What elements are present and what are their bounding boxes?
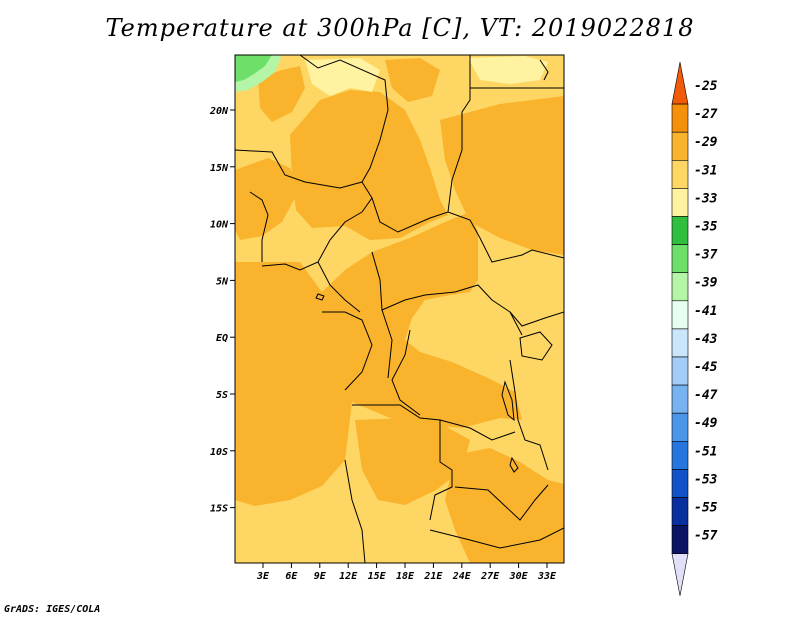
colorbar-label: -27 (694, 107, 718, 122)
lon-tick-label: 24E (452, 571, 472, 582)
lat-tick-label: 20N (209, 106, 229, 117)
map-panel (235, 55, 564, 563)
lat-tick-label: 15N (210, 163, 229, 174)
temp-field-green (235, 55, 282, 92)
colorbar-label: -47 (694, 388, 718, 403)
lat-tick-label: 5S (216, 390, 228, 401)
colorbar-segment (671, 160, 689, 189)
colorbar-segment (671, 300, 689, 330)
lakes (315, 293, 553, 473)
colorbar-label: -39 (694, 276, 718, 291)
colorbar-label: -45 (694, 360, 718, 375)
colorbar-top-arrow (671, 61, 689, 105)
colorbar-legend: -25 -27 -29 -31 -33 -35 -37 -39 -41 -43 -45 -47 -49 -… (671, 61, 718, 596)
colorbar-label: -51 (694, 444, 717, 459)
colorbar-label: -43 (694, 332, 718, 347)
lon-tick-label: 27E (480, 571, 500, 582)
chart-title: Temperature at 300hPa [C], VT: 201902281… (105, 14, 695, 42)
longitude-axis: 3E 6E 9E 12E 15E 18E 21E 24E 27E 30E 33E (256, 563, 557, 582)
colorbar-bottom-arrow (671, 553, 689, 596)
latitude-axis: 20N 15N 10N 5N EQ 5S 10S 15S (209, 106, 235, 515)
temp-field-orange (235, 58, 564, 563)
colorbar-label: -49 (694, 416, 718, 431)
colorbar-segment (671, 412, 689, 442)
colorbar-label: -55 (694, 501, 718, 516)
map-frame (234, 54, 565, 564)
colorbar-segment (671, 356, 689, 386)
colorbar-segment (671, 440, 689, 470)
colorbar-segment (671, 188, 689, 217)
colorbar-segment (671, 244, 689, 274)
lon-tick-label: 30E (509, 571, 529, 582)
colorbar-segment (671, 497, 689, 526)
colorbar-label: -35 (694, 220, 718, 235)
colorbar-label: -25 (694, 79, 718, 94)
country-boundaries (235, 55, 564, 563)
lon-tick-label: 6E (285, 571, 298, 582)
colorbar-label: -33 (694, 191, 718, 206)
colorbar-segment (671, 525, 689, 554)
colorbar-label: -57 (694, 529, 718, 544)
lat-tick-label: 15S (210, 504, 228, 515)
lon-tick-label: 33E (537, 571, 557, 582)
temp-field-pale (305, 56, 548, 96)
colorbar-segment (671, 103, 689, 133)
lon-tick-label: 12E (339, 571, 358, 582)
colorbar-segment (671, 131, 689, 161)
lat-tick-label: 10N (210, 220, 229, 231)
colorbar-segment (671, 384, 689, 414)
colorbar-label: -37 (694, 248, 718, 263)
colorbar-label: -53 (694, 472, 718, 487)
colorbar-label: -41 (694, 304, 717, 319)
grads-credit: GrADS: IGES/COLA (4, 604, 101, 615)
lat-tick-label: 10S (210, 447, 228, 458)
colorbar-segment (671, 469, 689, 498)
lat-tick-label: 5N (216, 276, 229, 287)
lon-tick-label: 15E (368, 571, 387, 582)
colorbar-segment (671, 216, 689, 245)
colorbar-segment (671, 328, 689, 358)
lon-tick-label: 3E (256, 571, 270, 582)
lon-tick-label: 18E (396, 571, 415, 582)
lon-tick-label: 9E (314, 571, 327, 582)
colorbar-label: -31 (694, 163, 717, 178)
lat-tick-label: EQ (216, 333, 228, 344)
lon-tick-label: 21E (423, 571, 443, 582)
colorbar-label: -29 (694, 135, 718, 150)
colorbar-segment (671, 272, 689, 302)
